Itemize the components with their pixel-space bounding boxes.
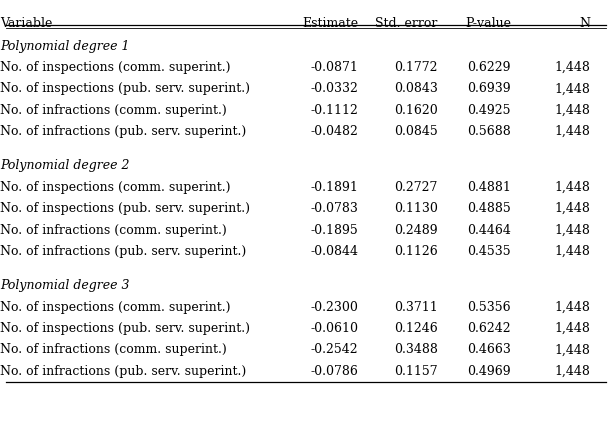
- Text: 1,448: 1,448: [554, 82, 591, 95]
- Text: -0.0786: -0.0786: [310, 365, 358, 378]
- Text: 0.1246: 0.1246: [394, 322, 438, 335]
- Text: 0.4885: 0.4885: [468, 202, 511, 215]
- Text: No. of infractions (comm. superint.): No. of infractions (comm. superint.): [0, 224, 227, 237]
- Text: No. of infractions (pub. serv. superint.): No. of infractions (pub. serv. superint.…: [0, 125, 246, 138]
- Text: 1,448: 1,448: [554, 104, 591, 117]
- Text: -0.2300: -0.2300: [310, 301, 358, 314]
- Text: No. of inspections (comm. superint.): No. of inspections (comm. superint.): [0, 301, 231, 314]
- Text: 0.0843: 0.0843: [394, 82, 438, 95]
- Text: 0.4663: 0.4663: [467, 344, 511, 357]
- Text: Polynomial degree 3: Polynomial degree 3: [0, 279, 130, 292]
- Text: 0.4969: 0.4969: [468, 365, 511, 378]
- Text: Std. error: Std. error: [375, 17, 438, 30]
- Text: -0.0332: -0.0332: [310, 82, 358, 95]
- Text: 0.6242: 0.6242: [468, 322, 511, 335]
- Text: 0.2727: 0.2727: [394, 181, 438, 194]
- Text: No. of infractions (pub. serv. superint.): No. of infractions (pub. serv. superint.…: [0, 245, 246, 258]
- Text: 1,448: 1,448: [554, 344, 591, 357]
- Text: -0.1895: -0.1895: [310, 224, 358, 237]
- Text: -0.1112: -0.1112: [310, 104, 358, 117]
- Text: No. of inspections (pub. serv. superint.): No. of inspections (pub. serv. superint.…: [0, 322, 250, 335]
- Text: 0.4881: 0.4881: [467, 181, 511, 194]
- Text: 0.1157: 0.1157: [394, 365, 438, 378]
- Text: 1,448: 1,448: [554, 365, 591, 378]
- Text: -0.1891: -0.1891: [310, 181, 358, 194]
- Text: 0.5688: 0.5688: [468, 125, 511, 138]
- Text: 1,448: 1,448: [554, 125, 591, 138]
- Text: P-value: P-value: [465, 17, 511, 30]
- Text: -0.0610: -0.0610: [310, 322, 358, 335]
- Text: Polynomial degree 2: Polynomial degree 2: [0, 160, 130, 172]
- Text: 0.6229: 0.6229: [468, 61, 511, 74]
- Text: 1,448: 1,448: [554, 301, 591, 314]
- Text: 0.2489: 0.2489: [394, 224, 438, 237]
- Text: No. of inspections (comm. superint.): No. of inspections (comm. superint.): [0, 181, 231, 194]
- Text: 1,448: 1,448: [554, 61, 591, 74]
- Text: No. of inspections (comm. superint.): No. of inspections (comm. superint.): [0, 61, 231, 74]
- Text: 1,448: 1,448: [554, 224, 591, 237]
- Text: No. of infractions (comm. superint.): No. of infractions (comm. superint.): [0, 104, 227, 117]
- Text: 0.1126: 0.1126: [394, 245, 438, 258]
- Text: 0.1130: 0.1130: [394, 202, 438, 215]
- Text: No. of infractions (pub. serv. superint.): No. of infractions (pub. serv. superint.…: [0, 365, 246, 378]
- Text: 0.4925: 0.4925: [468, 104, 511, 117]
- Text: -0.2542: -0.2542: [310, 344, 358, 357]
- Text: 0.3488: 0.3488: [394, 344, 438, 357]
- Text: Polynomial degree 1: Polynomial degree 1: [0, 40, 130, 53]
- Text: No. of inspections (pub. serv. superint.): No. of inspections (pub. serv. superint.…: [0, 202, 250, 215]
- Text: 0.0845: 0.0845: [394, 125, 438, 138]
- Text: 1,448: 1,448: [554, 245, 591, 258]
- Text: -0.0871: -0.0871: [310, 61, 358, 74]
- Text: -0.0783: -0.0783: [310, 202, 358, 215]
- Text: No. of infractions (comm. superint.): No. of infractions (comm. superint.): [0, 344, 227, 357]
- Text: 0.4464: 0.4464: [467, 224, 511, 237]
- Text: N: N: [580, 17, 591, 30]
- Text: Estimate: Estimate: [302, 17, 358, 30]
- Text: 0.1620: 0.1620: [394, 104, 438, 117]
- Text: 0.1772: 0.1772: [394, 61, 438, 74]
- Text: 0.5356: 0.5356: [468, 301, 511, 314]
- Text: 0.3711: 0.3711: [394, 301, 438, 314]
- Text: No. of inspections (pub. serv. superint.): No. of inspections (pub. serv. superint.…: [0, 82, 250, 95]
- Text: 1,448: 1,448: [554, 202, 591, 215]
- Text: 1,448: 1,448: [554, 322, 591, 335]
- Text: 1,448: 1,448: [554, 181, 591, 194]
- Text: 0.6939: 0.6939: [468, 82, 511, 95]
- Text: -0.0844: -0.0844: [310, 245, 358, 258]
- Text: Variable: Variable: [0, 17, 53, 30]
- Text: -0.0482: -0.0482: [310, 125, 358, 138]
- Text: 0.4535: 0.4535: [468, 245, 511, 258]
